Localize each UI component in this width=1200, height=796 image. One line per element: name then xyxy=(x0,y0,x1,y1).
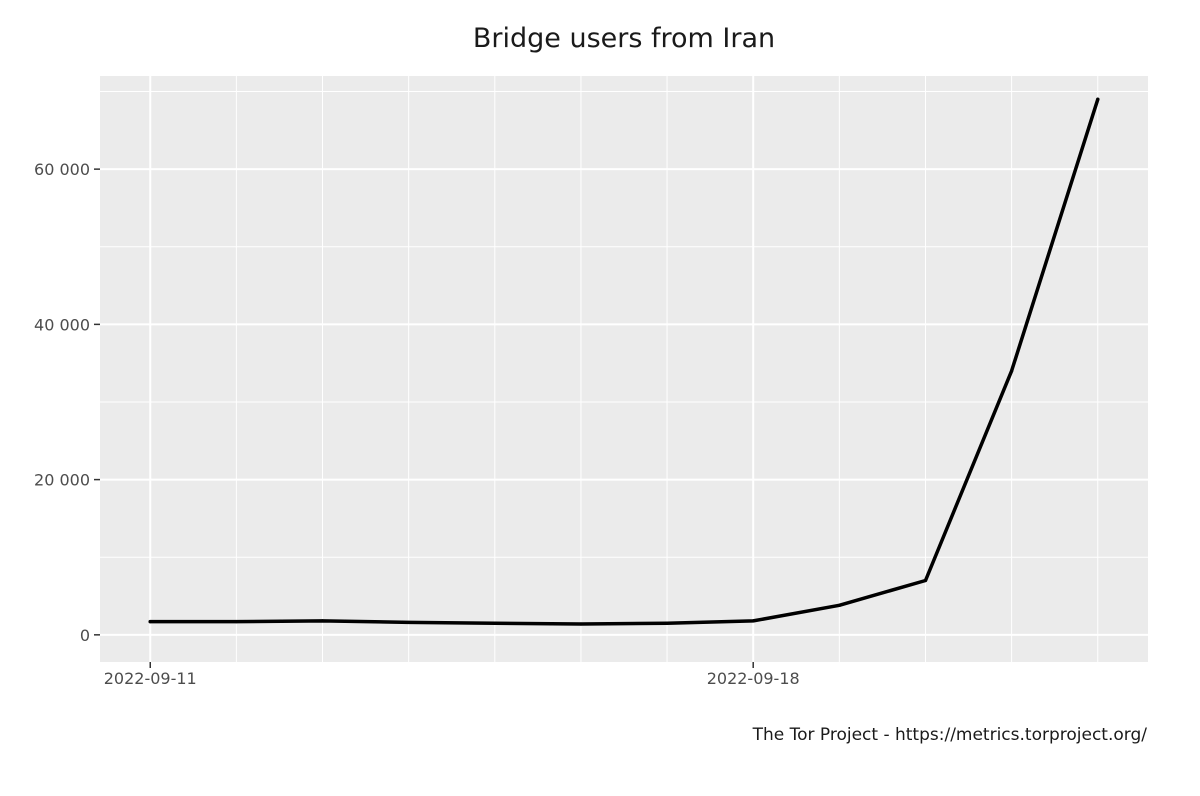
data-point xyxy=(407,620,411,625)
plot-panel xyxy=(100,76,1148,662)
y-tick-label: 0 xyxy=(80,626,90,645)
y-tick-label: 60 000 xyxy=(34,160,90,179)
data-point xyxy=(923,578,928,583)
chart-title: Bridge users from Iran xyxy=(473,23,775,54)
data-point xyxy=(320,619,325,623)
data-point xyxy=(751,619,755,623)
series-layer xyxy=(148,97,1100,626)
data-point xyxy=(1096,97,1100,101)
data-point xyxy=(234,620,238,624)
x-tick-label: 2022-09-11 xyxy=(104,669,197,688)
y-tick-label: 20 000 xyxy=(34,471,90,490)
data-point xyxy=(665,621,669,625)
data-point xyxy=(493,621,497,625)
data-point xyxy=(1010,369,1014,373)
caption: The Tor Project - https://metrics.torpro… xyxy=(752,725,1148,745)
data-point xyxy=(837,603,841,607)
axes: 0 20 000 40 000 60 000 2022-09-11 2022-09-18 xyxy=(34,160,800,688)
data-point xyxy=(148,620,152,624)
x-tick-label: 2022-09-18 xyxy=(707,669,800,688)
series-line xyxy=(148,97,1100,626)
data-point xyxy=(579,622,583,626)
y-tick-label: 40 000 xyxy=(34,315,90,334)
